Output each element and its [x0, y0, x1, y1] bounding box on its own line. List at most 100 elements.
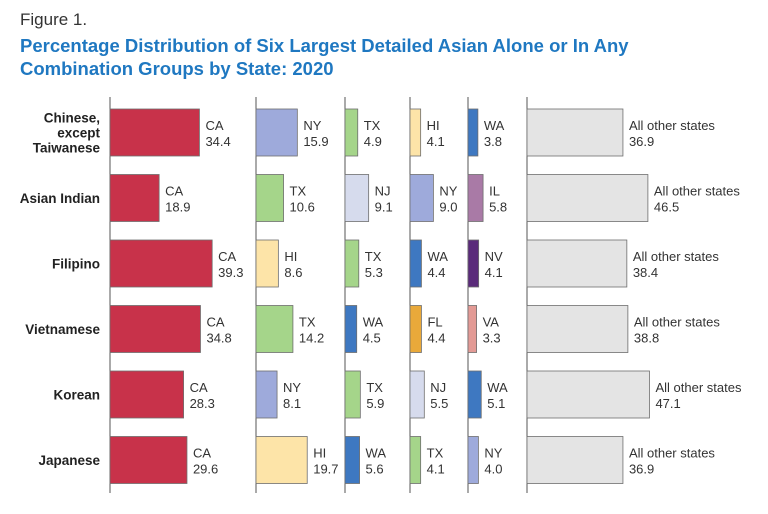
bar	[344, 370, 361, 419]
bar	[409, 436, 422, 484]
bar-state-label: TX	[365, 249, 382, 264]
group-label: Vietnamese	[25, 322, 100, 337]
group-label: Filipino	[52, 257, 100, 272]
bar-state-label: WA	[484, 118, 505, 133]
bar-state-label: FL	[427, 315, 442, 330]
bar	[255, 305, 294, 353]
bar	[467, 370, 482, 419]
bar-value-label: 34.4	[205, 134, 230, 149]
bar-state-label: NY	[484, 446, 502, 461]
bar	[255, 108, 298, 157]
bar	[526, 239, 628, 288]
bar-value-label: 4.4	[427, 265, 445, 280]
bar-value-label: 4.5	[363, 331, 381, 346]
bar-value-label: 29.6	[193, 462, 218, 477]
bar-value-label: 39.3	[218, 265, 243, 280]
bar-state-label: HI	[284, 249, 297, 264]
bar-state-label: NY	[303, 118, 321, 133]
bar	[255, 370, 278, 419]
bar-value-label: 15.9	[303, 134, 328, 149]
bar-state-label: All other states	[633, 249, 719, 264]
bar	[526, 108, 624, 157]
bar-state-label: TX	[299, 315, 316, 330]
bar-value-label: 4.1	[427, 134, 445, 149]
bar	[467, 239, 480, 288]
bar-state-label: TX	[364, 118, 381, 133]
bar-value-label: 10.6	[290, 200, 315, 215]
bar	[255, 436, 308, 484]
bar-value-label: 9.1	[375, 200, 393, 215]
bar-value-label: 5.8	[489, 200, 507, 215]
bar	[109, 108, 200, 157]
bar	[109, 370, 184, 419]
bar-value-label: 4.9	[364, 134, 382, 149]
bar	[526, 174, 649, 222]
bar-value-label: 3.8	[484, 134, 502, 149]
bar-state-label: WA	[363, 315, 384, 330]
bar-value-label: 38.4	[633, 265, 658, 280]
bar-value-label: 3.3	[483, 331, 501, 346]
bar-state-label: TX	[290, 184, 307, 199]
bar	[109, 305, 201, 353]
bar-state-label: VA	[483, 315, 500, 330]
bar-state-label: CA	[206, 315, 224, 330]
bar	[109, 174, 160, 222]
bar	[109, 239, 213, 288]
group-label: Chinese,	[44, 111, 100, 126]
bar-state-label: HI	[427, 118, 440, 133]
bar-value-label: 5.5	[430, 396, 448, 411]
bar-value-label: 28.3	[190, 396, 215, 411]
bar-value-label: 5.3	[365, 265, 383, 280]
bar	[409, 370, 425, 419]
bar-state-label: All other states	[655, 380, 741, 395]
bar-state-label: NJ	[430, 380, 446, 395]
group-label: except	[57, 126, 100, 141]
bar-value-label: 8.1	[283, 396, 301, 411]
bar	[344, 239, 360, 288]
bar-state-label: NY	[439, 184, 457, 199]
bar-state-label: All other states	[654, 184, 740, 199]
bar	[109, 436, 188, 484]
bar-state-label: NV	[485, 249, 503, 264]
bar	[409, 174, 434, 222]
bar	[467, 108, 479, 157]
bar	[344, 305, 358, 353]
bar-state-label: CA	[218, 249, 236, 264]
bar	[344, 436, 360, 484]
bar-value-label: 4.4	[427, 331, 445, 346]
bar	[467, 174, 484, 222]
bar	[526, 370, 650, 419]
bar-state-label: All other states	[634, 315, 720, 330]
bar-value-label: 18.9	[165, 200, 190, 215]
bar-value-label: 34.8	[206, 331, 231, 346]
bar	[526, 436, 624, 484]
bar-state-label: WA	[427, 249, 448, 264]
group-label: Korean	[53, 388, 100, 403]
bar-state-label: CA	[193, 446, 211, 461]
bar-value-label: 4.0	[484, 462, 502, 477]
bar-value-label: 4.1	[485, 265, 503, 280]
bar-state-label: CA	[205, 118, 223, 133]
bar	[526, 305, 629, 353]
bar-value-label: 8.6	[284, 265, 302, 280]
bar-state-label: HI	[313, 446, 326, 461]
bar-value-label: 19.7	[313, 462, 338, 477]
bar-value-label: 5.9	[366, 396, 384, 411]
bar-value-label: 9.0	[439, 200, 457, 215]
figure-label: Figure 1.	[20, 10, 88, 29]
bar	[344, 108, 359, 157]
bar-value-label: 38.8	[634, 331, 659, 346]
group-label: Taiwanese	[33, 141, 101, 156]
chart-title: Percentage Distribution of Six Largest D…	[20, 35, 629, 79]
group-label: Japanese	[38, 453, 100, 468]
bar-state-label: WA	[487, 380, 508, 395]
bar-value-label: 36.9	[629, 134, 654, 149]
bar	[409, 108, 422, 157]
bar-value-label: 36.9	[629, 462, 654, 477]
bar-value-label: 5.1	[487, 396, 505, 411]
bar-state-label: All other states	[629, 446, 715, 461]
bar	[467, 436, 479, 484]
bar-value-label: 46.5	[654, 200, 679, 215]
bar	[255, 239, 279, 288]
